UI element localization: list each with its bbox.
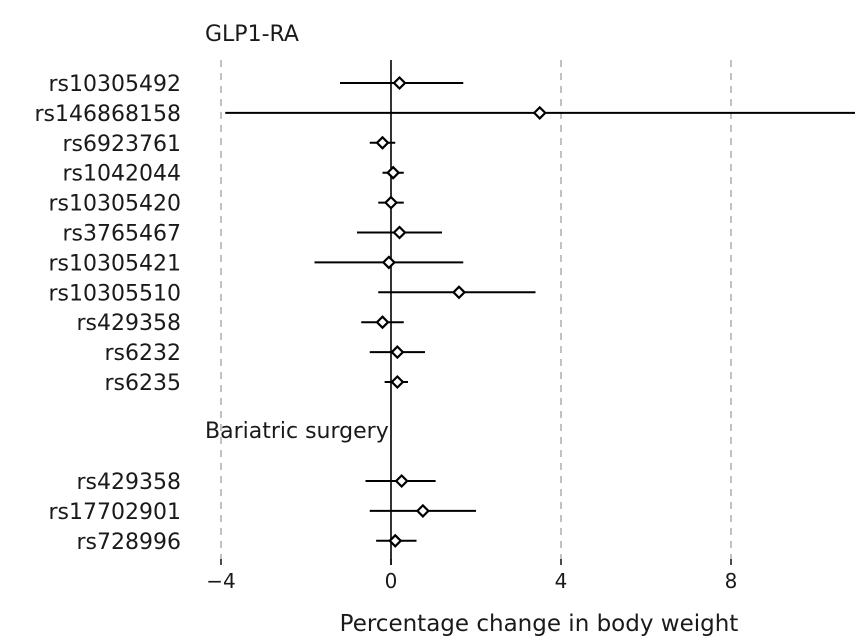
panel-2: Bariatric surgery rs429358 rs17702901 rs728… [49,419,476,555]
panel-title: Bariatric surgery [205,419,389,444]
forest-row: rs10305420 [49,192,404,217]
forest-row: rs429358 [77,470,436,495]
point-estimate [386,165,401,180]
gridlines [220,60,732,565]
point-estimate [375,315,390,330]
forest-row: rs17702901 [49,500,476,525]
snp-label: rs429358 [77,470,182,495]
forest-row: rs10305510 [49,281,536,306]
snp-label: rs17702901 [49,500,181,525]
x-tick-label: 4 [555,569,568,593]
snp-label: rs6923761 [63,132,182,157]
forest-row: rs6235 [105,371,408,396]
point-estimate [392,75,407,91]
panel-title: GLP1-RA [205,22,299,47]
snp-label: rs728996 [77,530,182,555]
forest-row: rs146868158 [35,102,855,127]
point-estimate [383,195,399,210]
point-estimate [390,374,405,390]
snp-label: rs10305420 [49,192,181,217]
snp-label: rs10305510 [49,281,181,306]
x-axis-title: Percentage change in body weight [340,611,739,637]
forest-row: rs3765467 [63,222,442,247]
x-tick-label: 8 [725,569,738,593]
forest-row: rs6923761 [63,132,396,157]
point-estimate [415,503,430,518]
point-estimate [390,345,405,360]
forest-row: rs429358 [77,311,404,336]
point-estimate [394,473,409,489]
forest-row: rs10305492 [49,72,464,97]
snp-label: rs3765467 [63,222,182,247]
point-estimate [381,255,396,270]
forest-row: rs10305421 [49,251,464,276]
x-axis: −4 0 4 8 [206,559,737,593]
forest-row: rs728996 [77,530,417,555]
point-estimate [451,285,467,300]
x-tick-label: 0 [385,569,398,593]
snp-label: rs6235 [105,371,182,396]
snp-label: rs429358 [77,311,182,336]
point-estimate [392,225,407,240]
point-estimate [532,105,547,120]
point-estimate [375,135,390,150]
x-tick-label: −4 [206,569,235,593]
snp-label: rs10305421 [49,251,181,276]
forest-row: rs1042044 [63,162,404,187]
snp-label: rs146868158 [35,102,181,127]
point-estimate [388,533,403,548]
panel-1: GLP1-RA rs10305492 rs146868158 rs6923761 rs1… [35,22,855,396]
snp-label: rs1042044 [63,162,182,187]
panels: GLP1-RA rs10305492 rs146868158 rs6923761 rs1… [35,22,855,555]
snp-label: rs6232 [105,341,182,366]
snp-label: rs10305492 [49,72,181,97]
forest-row: rs6232 [105,341,425,366]
